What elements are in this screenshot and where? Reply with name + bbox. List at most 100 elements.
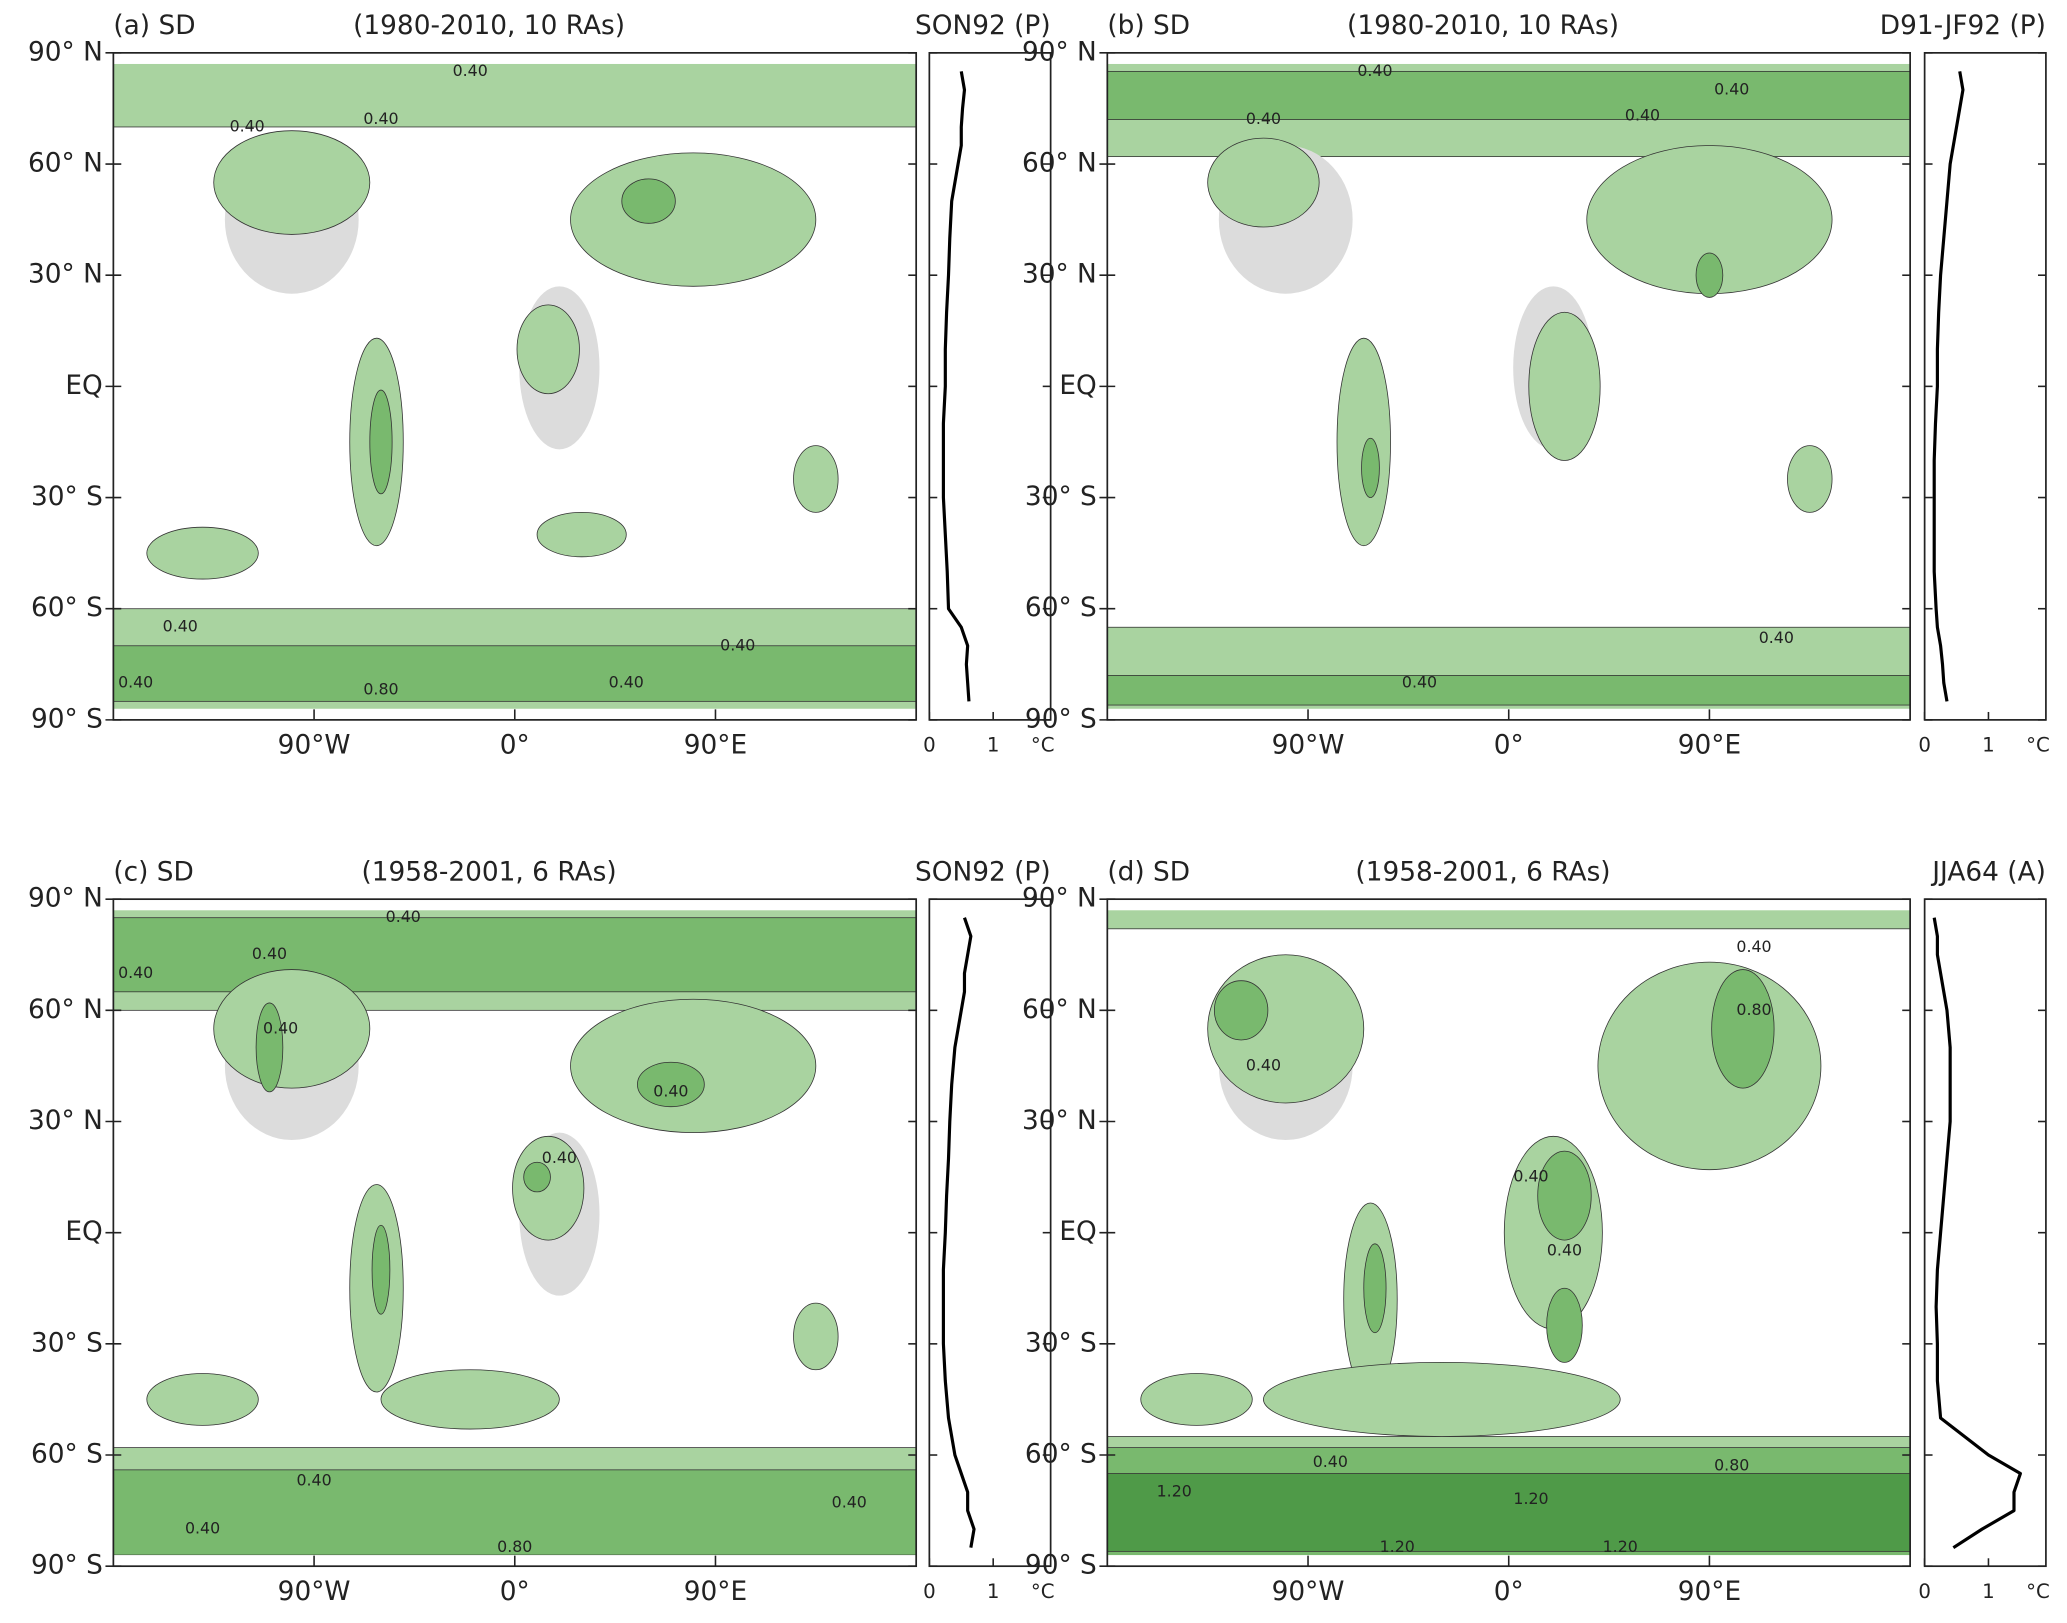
panel-case: D91-JF92 (P) <box>1880 11 2046 41</box>
x-tick-label: 90°E <box>1678 731 1741 761</box>
contour-label: 0.40 <box>252 944 287 963</box>
contour-label: 0.40 <box>720 635 755 654</box>
y-tick-label: EQ <box>1059 1217 1096 1247</box>
field-blob <box>1263 1361 1621 1437</box>
contour-label: 0.40 <box>118 672 153 691</box>
profile-tick-label: 1 <box>987 1580 1000 1603</box>
y-tick-label: 60° S <box>31 1440 103 1470</box>
contour-label: 0.40 <box>1357 61 1392 80</box>
field-blob <box>369 389 393 495</box>
cap <box>113 52 917 64</box>
y-tick-label: 30° S <box>31 1328 103 1358</box>
field-blob <box>1361 437 1380 498</box>
y-tick-label: 30° N <box>28 1106 103 1136</box>
profile-frame <box>1923 898 2047 1568</box>
x-tick-label: 90°E <box>1678 1577 1741 1607</box>
field-blob <box>1711 969 1775 1089</box>
panel-case: JJA64 (A) <box>1930 857 2046 887</box>
contour-label: 0.40 <box>832 1493 867 1512</box>
contour-label: 0.40 <box>230 116 265 135</box>
contour-label: 0.40 <box>1625 105 1660 124</box>
field-blob <box>255 1002 284 1093</box>
map-field <box>113 899 917 1567</box>
panel-period: (1980-2010, 10 RAs) <box>353 11 625 41</box>
profile-unit: °C <box>2026 734 2050 757</box>
field-blob <box>523 1161 551 1193</box>
panel-period: (1980-2010, 10 RAs) <box>1347 11 1619 41</box>
y-tick-label: 90° N <box>1022 884 1097 914</box>
profile-tick-label: 0 <box>923 1580 936 1603</box>
y-tick-label: 90° N <box>1022 37 1097 67</box>
field-blob <box>1546 1287 1583 1363</box>
y-tick-label: 60° N <box>1022 995 1097 1025</box>
contour-label: 0.40 <box>263 1018 298 1037</box>
panel: 0.40 0.40 0.40 0.40 0.40 0.80 0.40 0.40 (a) SD (1… <box>28 11 1055 761</box>
y-tick-label: 90° S <box>31 1551 103 1581</box>
y-tick-label: 30° S <box>1025 482 1097 512</box>
panel-period: (1958-2001, 6 RAs) <box>361 857 616 887</box>
contour-label: 0.40 <box>163 617 198 636</box>
panel: 0.40 0.40 0.40 0.40 0.40 0.40 (b) SD (1980-2010… <box>1022 11 2050 761</box>
map-field <box>113 52 917 720</box>
polar-band <box>1107 1473 1911 1552</box>
polar-band <box>1107 70 1911 120</box>
field-blob <box>146 1373 259 1426</box>
profile-tick-label: 1 <box>1982 734 1995 757</box>
x-tick-label: 90°E <box>684 731 747 761</box>
profile-frame <box>928 51 1052 721</box>
profile-line <box>941 71 971 702</box>
polar-band <box>113 917 917 993</box>
field-blob <box>380 1369 560 1430</box>
field-blob <box>1207 137 1320 228</box>
field-blob <box>570 998 817 1134</box>
panel-case: SON92 (P) <box>915 11 1051 41</box>
y-tick-label: 60° N <box>1022 149 1097 179</box>
field-blob <box>512 1135 585 1241</box>
y-tick-label: 30° S <box>1025 1328 1097 1358</box>
x-tick-label: 90°W <box>1272 1577 1345 1607</box>
polar-band <box>1107 675 1911 706</box>
contour-label: 0.40 <box>1246 109 1281 128</box>
contour-label: 1.20 <box>1380 1537 1415 1556</box>
contour-label: 0.40 <box>185 1519 220 1538</box>
field-blob <box>1528 311 1601 461</box>
field-blob <box>793 445 839 513</box>
y-tick-label: 90° N <box>28 884 103 914</box>
panel: 0.40 0.40 0.40 0.40 0.40 0.40 0.40 0.40 0.40 0.80… <box>28 857 1055 1607</box>
field-blob <box>1213 980 1269 1041</box>
profile-tick-label: 0 <box>923 734 936 757</box>
contour-label: 0.40 <box>1547 1241 1582 1260</box>
contour-label: 0.40 <box>1402 672 1437 691</box>
contour-label: 0.40 <box>653 1081 688 1100</box>
y-tick-label: 90° N <box>28 37 103 67</box>
contour-label: 0.40 <box>363 109 398 128</box>
x-tick-label: 90°E <box>684 1577 747 1607</box>
panel-case: SON92 (P) <box>915 857 1051 887</box>
profile-unit: °C <box>2026 1580 2050 1603</box>
y-tick-label: 30° N <box>28 260 103 290</box>
contour-label: 0.40 <box>1313 1452 1348 1471</box>
field-blob <box>536 511 627 558</box>
contour-label: 1.20 <box>1603 1537 1638 1556</box>
field-blob <box>621 178 676 224</box>
field-blob <box>1363 1243 1387 1334</box>
contour-label: 0.40 <box>609 672 644 691</box>
panel-label: (a) SD <box>113 11 195 41</box>
y-tick-label: 90° S <box>1025 704 1097 734</box>
y-tick-label: 60° S <box>1025 1440 1097 1470</box>
x-tick-label: 0° <box>500 731 530 761</box>
contour-label: 0.80 <box>497 1537 532 1556</box>
profile-tick-label: 1 <box>1982 1580 1995 1603</box>
contour-label: 0.40 <box>118 963 153 982</box>
field-blob <box>637 1061 705 1108</box>
contour-label: 1.20 <box>1513 1489 1548 1508</box>
field-blob <box>1695 252 1724 298</box>
profile-line <box>1932 917 2022 1549</box>
field-blob <box>516 304 580 395</box>
profile-unit: °C <box>1031 734 1055 757</box>
profile-line <box>941 917 976 1548</box>
panel: 0.40 0.80 0.40 0.40 0.40 1.20 0.40 0.80 1.20 1.20… <box>1022 857 2050 1607</box>
polar-band <box>113 59 917 128</box>
panel-label: (b) SD <box>1107 11 1190 41</box>
contour-label: 0.40 <box>453 61 488 80</box>
